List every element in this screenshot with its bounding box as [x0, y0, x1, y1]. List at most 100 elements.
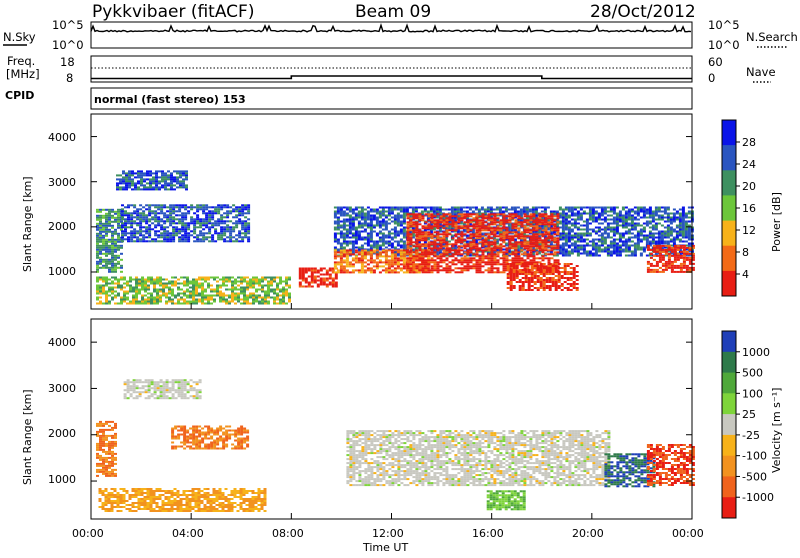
heatmap-cell: [416, 239, 419, 241]
heatmap-cell: [391, 209, 394, 211]
heatmap-cell: [144, 295, 147, 297]
heatmap-cell: [565, 239, 568, 241]
heatmap-cell: [305, 286, 308, 288]
heatmap-cell: [179, 180, 182, 182]
heatmap-cell: [346, 229, 349, 231]
heatmap-cell: [601, 213, 604, 215]
heatmap-cell: [308, 282, 311, 284]
heatmap-cell: [601, 243, 604, 245]
heatmap-cell: [124, 230, 127, 232]
heatmap-cell: [512, 247, 515, 249]
heatmap-cell: [589, 241, 592, 243]
heatmap-cell: [494, 249, 497, 251]
heatmap-cell: [649, 209, 652, 211]
heatmap-cell: [482, 271, 485, 273]
heatmap-cell: [243, 299, 246, 301]
heatmap-cell: [207, 297, 210, 299]
heatmap-cell: [497, 225, 500, 227]
heatmap-cell: [476, 263, 479, 265]
heatmap-cell: [122, 188, 125, 190]
heatmap-cell: [352, 225, 355, 227]
heatmap-cell: [244, 234, 247, 236]
heatmap-cell: [634, 237, 637, 239]
heatmap-cell: [443, 221, 446, 223]
heatmap-cell: [388, 237, 391, 239]
heatmap-cell: [114, 211, 117, 213]
heatmap-cell: [247, 218, 250, 220]
heatmap-cell: [506, 235, 509, 237]
heatmap-cell: [122, 178, 125, 180]
heatmap-cell: [249, 295, 252, 297]
heatmap-cell: [165, 303, 168, 305]
heatmap-cell: [634, 249, 637, 251]
heatmap-cell: [388, 207, 391, 209]
heatmap-cell: [153, 283, 156, 285]
heatmap-cell: [99, 231, 102, 233]
heatmap-cell: [120, 299, 123, 301]
heatmap-cell: [140, 184, 143, 186]
heatmap-cell: [358, 215, 361, 217]
heatmap-cell: [171, 295, 174, 297]
heatmap-cell: [646, 223, 649, 225]
heatmap-cell: [434, 235, 437, 237]
heatmap-cell: [145, 220, 148, 222]
heatmap-cell: [125, 182, 128, 184]
heatmap-cell: [394, 241, 397, 243]
heatmap-cell: [580, 247, 583, 249]
heatmap-cell: [595, 211, 598, 213]
heatmap-cell: [129, 301, 132, 303]
heatmap-cell: [229, 212, 232, 214]
heatmap-cell: [125, 176, 128, 178]
heatmap-cell: [120, 259, 123, 261]
heatmap-cell: [400, 249, 403, 251]
heatmap-cell: [485, 225, 488, 227]
heatmap-cell: [491, 243, 494, 245]
heatmap-cell: [400, 215, 403, 217]
heatmap-cell: [416, 243, 419, 245]
heatmap-cell: [431, 261, 434, 263]
heatmap-cell: [129, 285, 132, 287]
heatmap-cell: [410, 237, 413, 239]
heatmap-cell: [340, 257, 343, 259]
heatmap-cell: [285, 283, 288, 285]
heatmap-cell: [515, 227, 518, 229]
heatmap-cell: [391, 239, 394, 241]
heatmap-cell: [111, 297, 114, 299]
heatmap-cell: [255, 291, 258, 293]
heatmap-cell: [431, 221, 434, 223]
heatmap-cell: [406, 253, 409, 255]
heatmap-cell: [157, 222, 160, 224]
heatmap-cell: [367, 253, 370, 255]
heatmap-cell: [270, 285, 273, 287]
heatmap-cell: [185, 188, 188, 190]
heatmap-cell: [349, 231, 352, 233]
heatmap-cell: [670, 223, 673, 225]
heatmap-cell: [482, 251, 485, 253]
heatmap-cell: [96, 251, 99, 253]
heatmap-cell: [116, 174, 119, 176]
heatmap-cell: [180, 299, 183, 301]
heatmap-cell: [592, 217, 595, 219]
heatmap-cell: [379, 259, 382, 261]
heatmap-cell: [127, 206, 130, 208]
heatmap-cell: [376, 225, 379, 227]
heatmap-cell: [364, 223, 367, 225]
heatmap-cell: [562, 243, 565, 245]
heatmap-cell: [583, 229, 586, 231]
heatmap-cell: [571, 237, 574, 239]
heatmap-cell: [364, 243, 367, 245]
heatmap-cell: [658, 215, 661, 217]
heatmap-cell: [385, 267, 388, 269]
heatmap-cell: [616, 245, 619, 247]
heatmap-cell: [580, 225, 583, 227]
heatmap-cell: [494, 231, 497, 233]
heatmap-cell: [586, 221, 589, 223]
heatmap-cell: [479, 237, 482, 239]
heatmap-cell: [682, 235, 685, 237]
heatmap-cell: [446, 217, 449, 219]
heatmap-cell: [198, 299, 201, 301]
heatmap-cell: [282, 293, 285, 295]
heatmap-cell: [505, 209, 508, 211]
heatmap-cell: [246, 295, 249, 297]
heatmap-cell: [129, 287, 132, 289]
